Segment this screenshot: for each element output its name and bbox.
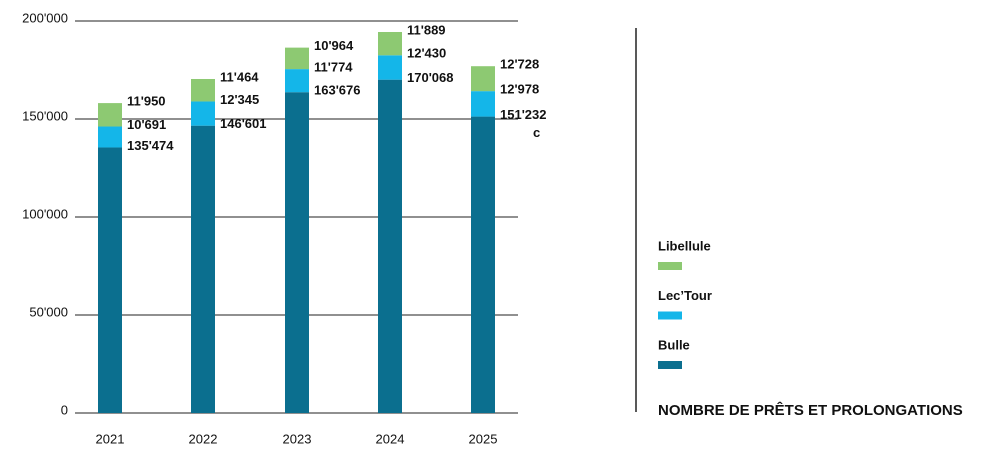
y-tick-label: 100'000 bbox=[22, 206, 68, 221]
legend-swatch bbox=[658, 262, 682, 270]
data-label: 151'232 bbox=[500, 107, 546, 122]
legend-label: Lec’Tour bbox=[658, 288, 712, 303]
y-tick-label: 200'000 bbox=[22, 10, 68, 25]
y-tick-label: 0 bbox=[61, 402, 68, 417]
bar-segment bbox=[378, 79, 402, 413]
bar-segment bbox=[378, 55, 402, 80]
bar-segment bbox=[98, 103, 122, 127]
data-label: 12'728 bbox=[500, 57, 539, 72]
data-label: 11'774 bbox=[314, 60, 353, 75]
y-tick-label: 150'000 bbox=[22, 108, 68, 123]
x-tick-label: 2025 bbox=[469, 431, 498, 446]
x-tick-label: 2022 bbox=[189, 431, 218, 446]
annotation: c bbox=[533, 125, 540, 140]
data-label: 10'691 bbox=[127, 117, 166, 132]
y-tick-label: 50'000 bbox=[29, 304, 68, 319]
bar-segment bbox=[471, 116, 495, 414]
bar-segment bbox=[471, 66, 495, 92]
x-tick-label: 2021 bbox=[96, 431, 125, 446]
data-label: 135'474 bbox=[127, 138, 174, 153]
data-label: 11'464 bbox=[220, 69, 259, 84]
data-label: 12'430 bbox=[407, 46, 446, 61]
data-label: 170'068 bbox=[407, 70, 453, 85]
x-tick-label: 2024 bbox=[376, 431, 405, 446]
x-tick-label: 2023 bbox=[283, 431, 312, 446]
data-label: 10'964 bbox=[314, 38, 354, 53]
chart-title: NOMBRE DE PRÊTS ET PROLONGATIONS bbox=[658, 401, 963, 419]
data-label: 12'345 bbox=[220, 92, 259, 107]
bar-segment bbox=[285, 92, 309, 413]
bar-segment bbox=[285, 69, 309, 93]
legend-label: Bulle bbox=[658, 337, 690, 352]
bar-segment bbox=[98, 126, 122, 148]
legend-swatch bbox=[658, 311, 682, 320]
bar-segment bbox=[191, 125, 215, 413]
data-label: 163'676 bbox=[314, 83, 360, 98]
bar-segment bbox=[98, 147, 122, 414]
data-label: 146'601 bbox=[220, 116, 266, 131]
bar-segment bbox=[285, 47, 309, 70]
data-label: 11'889 bbox=[407, 22, 446, 37]
data-label: 12'978 bbox=[500, 82, 539, 97]
legend-swatch bbox=[658, 361, 682, 369]
data-label: 11'950 bbox=[127, 94, 166, 109]
bar-segment bbox=[191, 78, 215, 102]
bar-segment bbox=[191, 101, 215, 126]
bar-segment bbox=[471, 91, 495, 117]
legend-label: Libellule bbox=[658, 238, 711, 253]
bar-segment bbox=[378, 32, 402, 56]
